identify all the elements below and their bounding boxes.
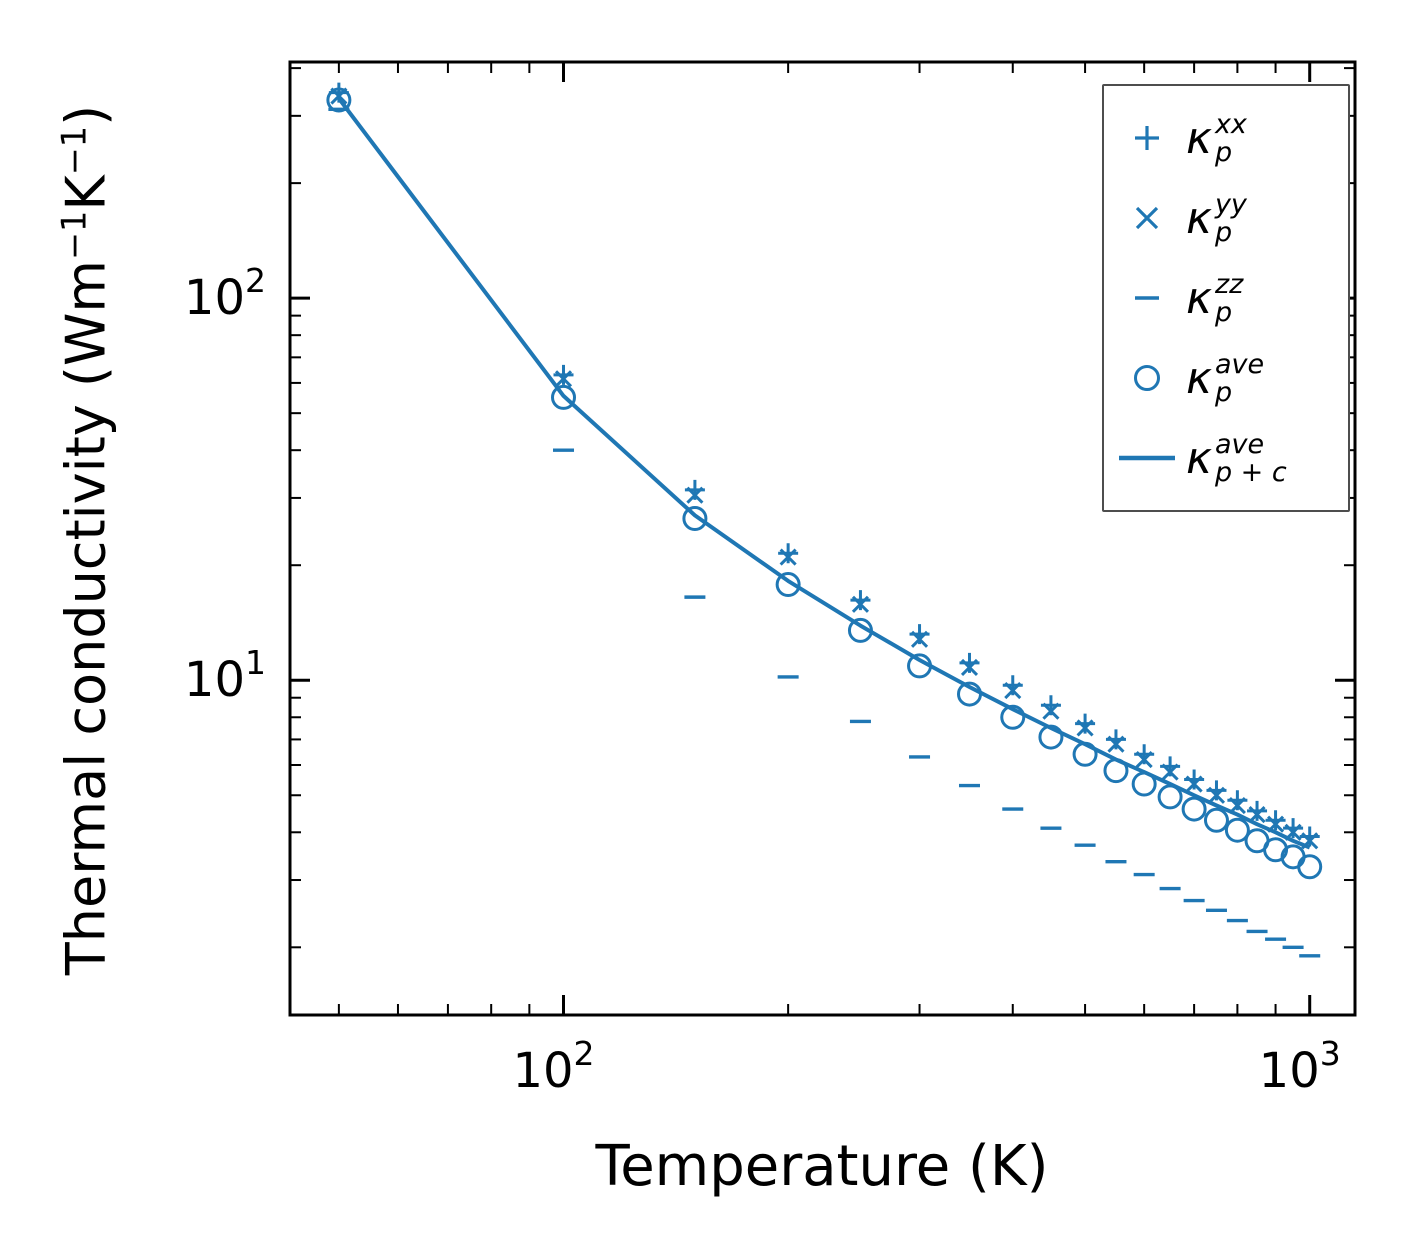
hline-marker-icon [1135,296,1159,300]
legend-label-kappa-p-yy: κ yy p [1186,189,1247,248]
legend-label-kappa-p-xx: κ xx p [1186,109,1247,168]
svg-text:101: 101 [184,643,266,708]
solid-line-icon [1119,455,1175,461]
plus-marker-icon [1135,126,1159,150]
legend-item-kappa-p-xx: κ xx p [1114,102,1338,174]
y-axis-label: Thermal conductivity (Wm−1K−1) [54,104,118,976]
legend-label-kappa-p-zz: κ zz p [1186,269,1244,328]
legend: κ xx p κ yy p κ zz p κ ave p κ ave p + c [1102,84,1350,512]
x-axis-label: Temperature (K) [595,1134,1049,1199]
circle-marker-icon [1134,365,1160,391]
svg-text:102: 102 [512,1034,594,1099]
legend-label-kappa-p-plus-c-ave: κ ave p + c [1186,429,1287,488]
legend-item-kappa-p-ave: κ ave p [1114,342,1338,414]
x-marker-icon [1135,206,1159,230]
svg-text:102: 102 [184,261,266,326]
svg-text:103: 103 [1259,1034,1341,1099]
legend-item-kappa-p-zz: κ zz p [1114,262,1338,334]
legend-label-kappa-p-ave: κ ave p [1186,349,1265,408]
legend-item-kappa-p-plus-c-ave: κ ave p + c [1114,422,1338,494]
legend-item-kappa-p-yy: κ yy p [1114,182,1338,254]
